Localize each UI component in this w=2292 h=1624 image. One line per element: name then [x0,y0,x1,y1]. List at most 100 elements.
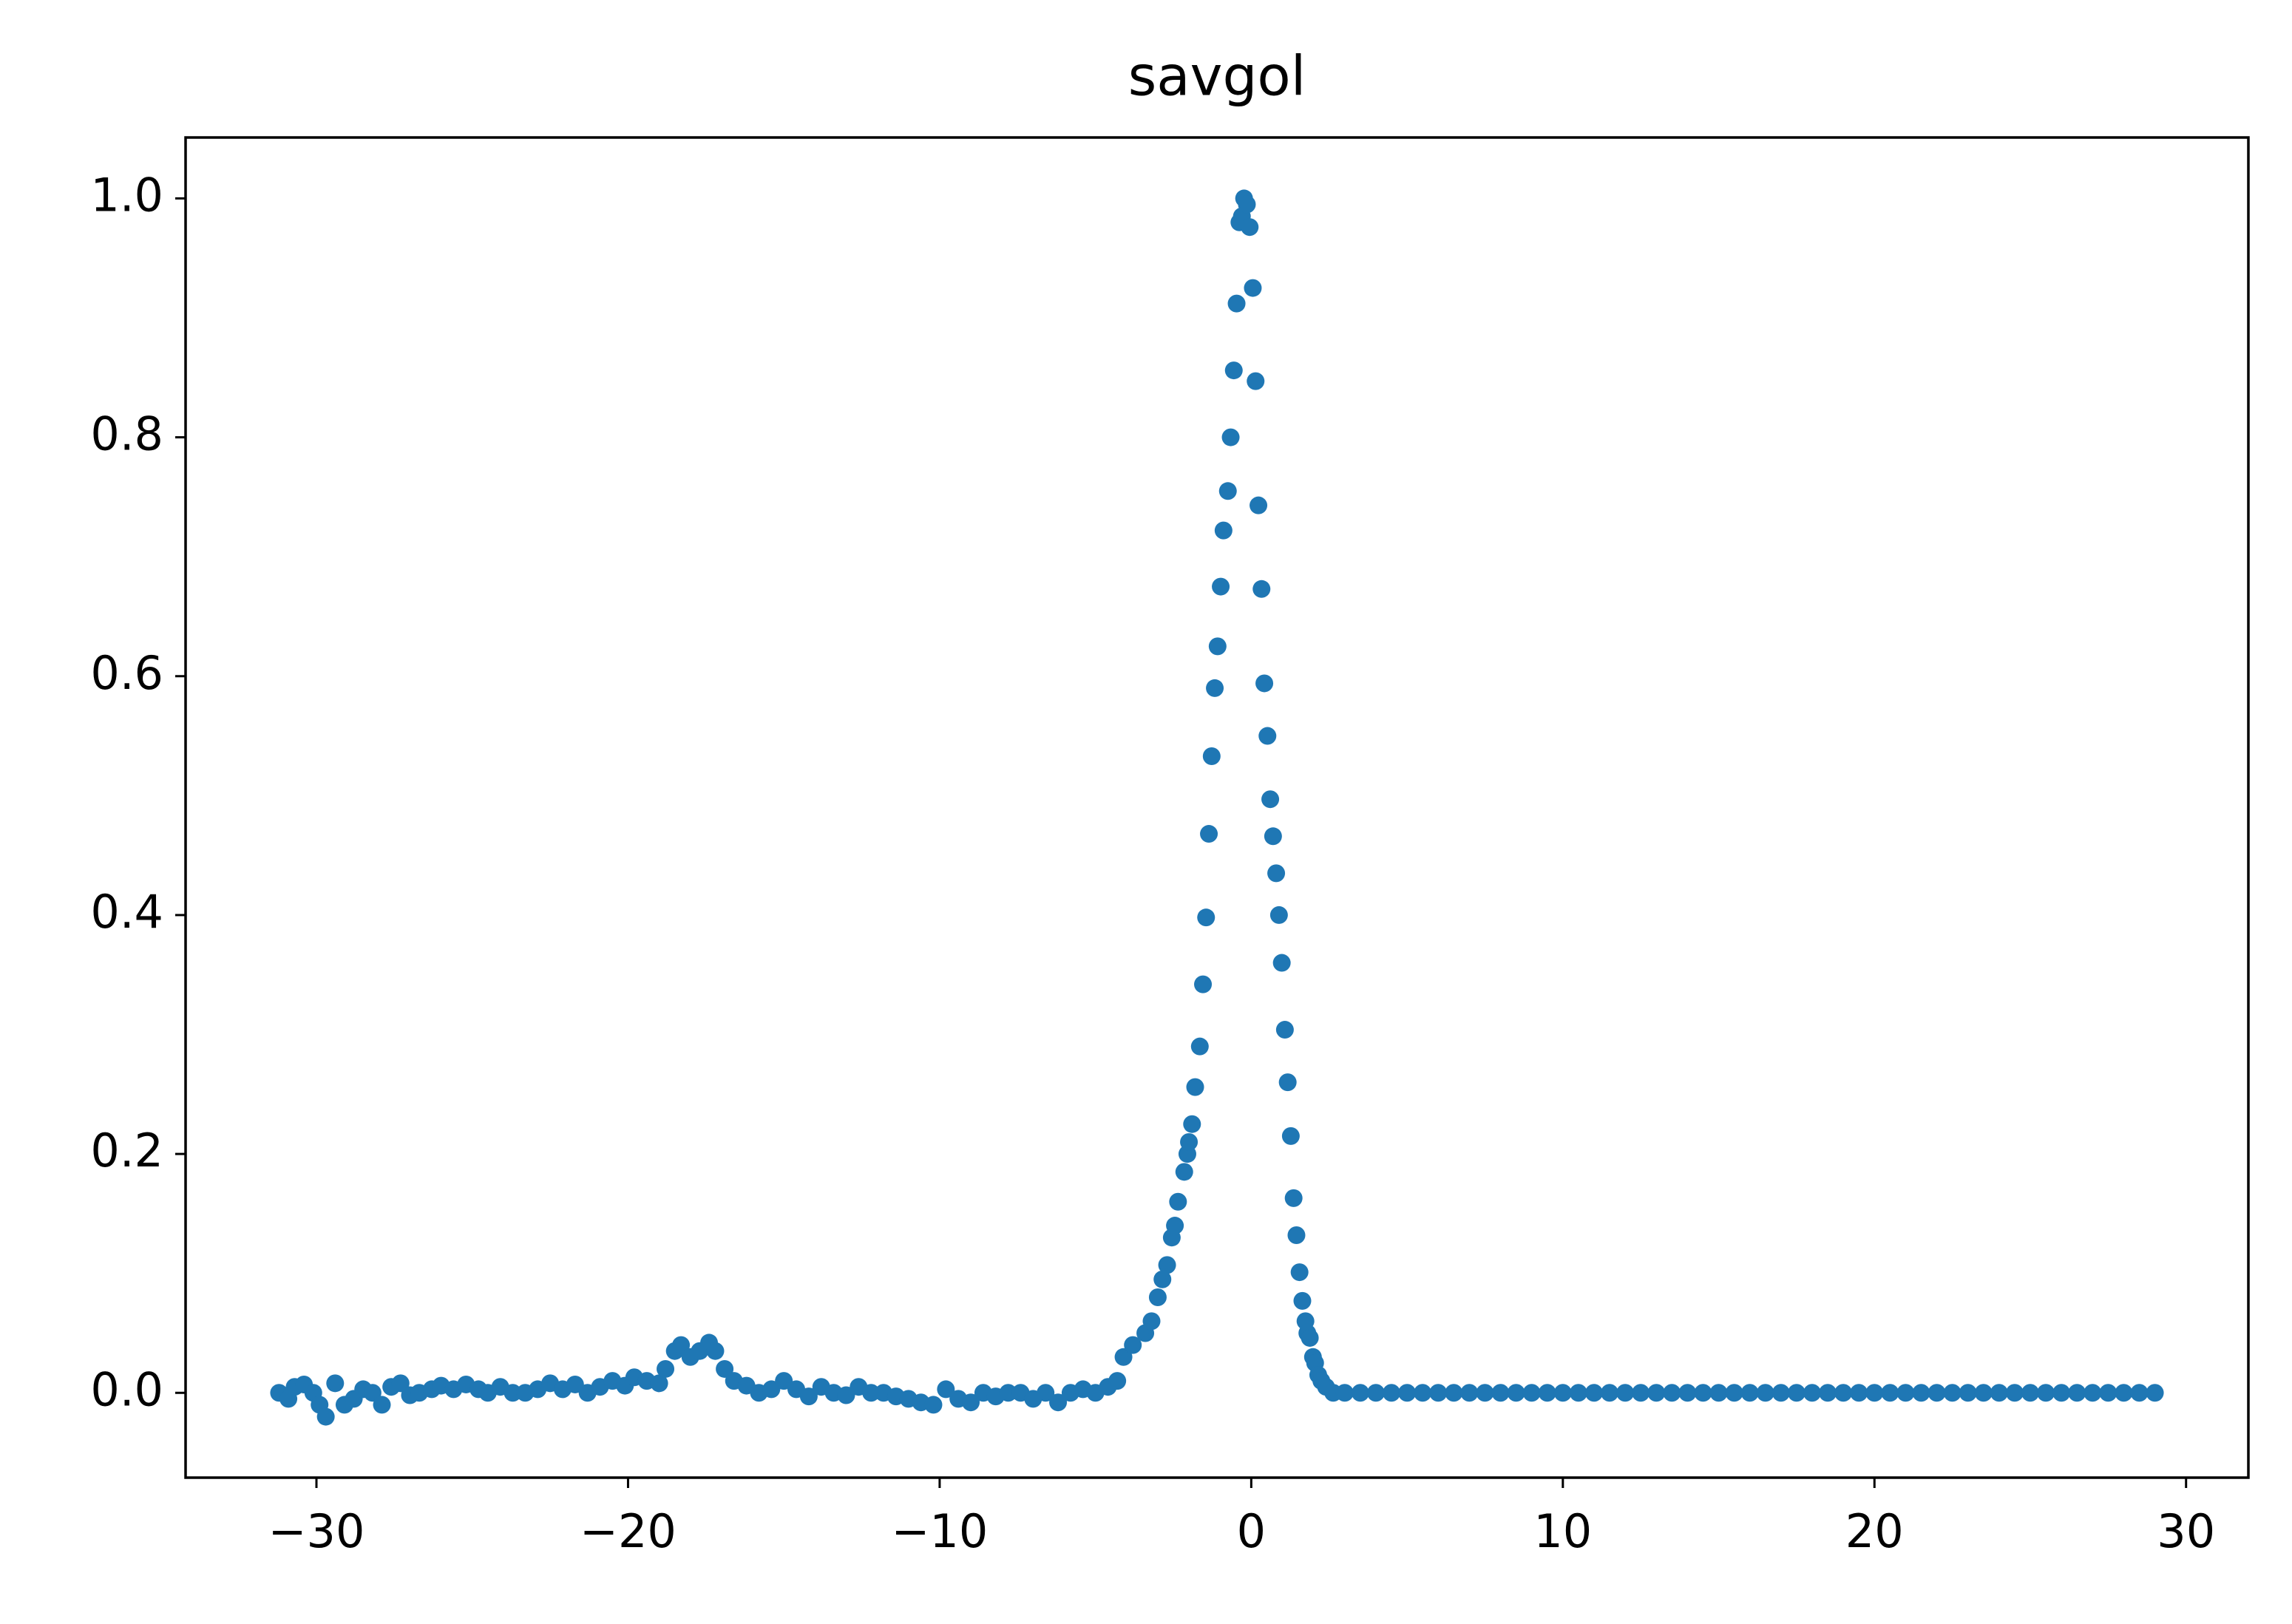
point [1224,361,1243,380]
point [1414,1384,1432,1402]
x-tick-label: −20 [580,1504,677,1558]
point [2084,1384,2102,1402]
point [1037,1384,1055,1402]
point [1974,1384,1993,1402]
point [1108,1372,1127,1390]
point [1694,1384,1712,1402]
point [1267,864,1286,883]
point [1180,1132,1198,1151]
y-tick-label: 0.2 [90,1124,163,1178]
point [1787,1384,1806,1402]
point [1943,1384,1962,1402]
point [373,1396,391,1414]
point [2146,1384,2164,1402]
point [1351,1384,1369,1402]
x-tick-label: −30 [268,1504,365,1558]
point [2130,1384,2149,1402]
point [566,1375,584,1393]
point [1258,727,1277,745]
point [1771,1384,1790,1402]
point [1834,1384,1853,1402]
point [1990,1384,2008,1402]
point [1663,1384,1681,1402]
y-tick-label: 0.4 [90,885,163,939]
point [1250,496,1268,514]
point [1647,1384,1666,1402]
point [1227,294,1246,313]
point [706,1342,725,1360]
x-tick-label: 0 [1237,1504,1266,1558]
point [1153,1270,1172,1288]
point [1194,975,1213,993]
point [1142,1312,1161,1331]
point [962,1393,980,1412]
point [775,1372,793,1390]
point [2005,1384,2024,1402]
point [1221,428,1240,446]
point [650,1374,668,1393]
point [1166,1217,1184,1235]
point [1281,1127,1300,1145]
point [1584,1384,1603,1402]
point [1383,1384,1401,1402]
point [1287,1226,1306,1244]
axes-frame [184,136,2250,1479]
point [1290,1263,1309,1282]
y-tick-label: 0.8 [90,407,163,461]
point [1241,218,1259,237]
point [1709,1384,1728,1402]
point [326,1374,345,1393]
point [1522,1384,1541,1402]
point [2037,1384,2055,1402]
point [1959,1384,1977,1402]
point [1896,1384,1915,1402]
point [1865,1384,1884,1402]
point [1927,1384,1946,1402]
x-tick-label: 20 [1845,1504,1904,1558]
point [799,1387,818,1406]
point [1850,1384,1868,1402]
point [1214,521,1233,540]
point [1538,1384,1556,1402]
point [657,1359,675,1378]
point [1244,279,1262,297]
point [1756,1384,1774,1402]
point [837,1386,855,1404]
point [1366,1384,1385,1402]
point [1445,1384,1463,1402]
point [1278,1073,1297,1092]
point [1284,1189,1303,1207]
point [1912,1384,1930,1402]
point [1678,1384,1697,1402]
point [1124,1336,1142,1354]
point [1238,195,1256,214]
point [1881,1384,1899,1402]
point [1740,1384,1759,1402]
x-tick-label: −10 [891,1504,988,1558]
y-tick-label: 0.6 [90,646,163,700]
point [1186,1078,1204,1096]
point [1197,908,1215,927]
point [1803,1384,1821,1402]
point [1293,1291,1312,1310]
point [1275,1021,1294,1039]
point [2115,1384,2133,1402]
chart-title: savgol [1128,45,1306,109]
point [924,1396,943,1414]
point [1335,1384,1354,1402]
point [1247,372,1265,390]
point [1491,1384,1510,1402]
point [1272,954,1291,972]
point [937,1380,955,1399]
point [1725,1384,1743,1402]
point [1252,580,1271,598]
point [1212,577,1230,596]
point [1261,790,1280,809]
point [716,1359,734,1378]
point [1218,482,1237,500]
point [1553,1384,1572,1402]
point [1202,747,1221,766]
point [1158,1256,1176,1274]
